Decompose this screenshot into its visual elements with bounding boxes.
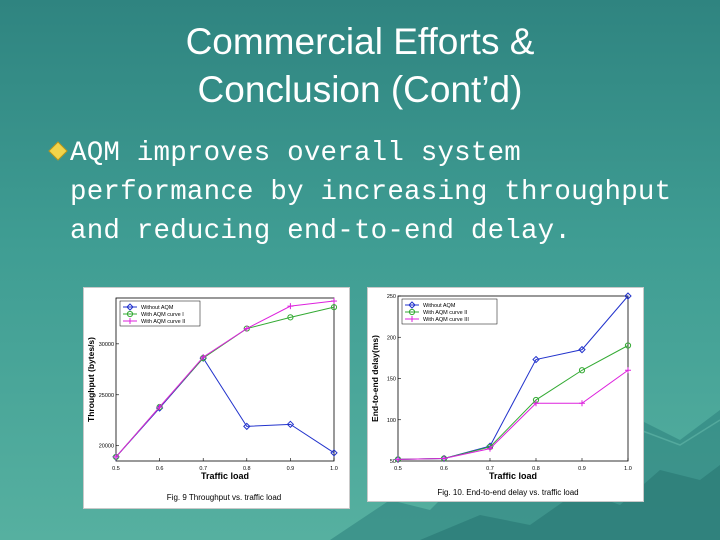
circle-marker (408, 308, 416, 316)
diamond-marker (126, 303, 134, 311)
diamond-marker (408, 301, 416, 309)
throughput-figure: 0.5 0.6 0.7 0.8 0.9 1.0 20000 25000 30000 Traffic… (83, 287, 350, 509)
x-tick-label: 0.6 (156, 466, 164, 472)
circle-marker (578, 367, 586, 374)
x-tick-label: 0.8 (532, 466, 540, 472)
circle-marker (126, 310, 134, 318)
circle-marker (624, 342, 632, 349)
slide-title: Commercial Efforts & Conclusion (Cont’d) (0, 18, 720, 114)
y-axis-label: Throughput (bytes/s) (86, 337, 96, 422)
legend-entry: Without AQM (423, 303, 456, 309)
y-tick-label: 20000 (99, 444, 114, 450)
delay-chart: 0.5 0.6 0.7 0.8 0.9 1.0 50 100 150 200 250 Traffic … (370, 292, 632, 497)
legend-entry: With AQM curve I (141, 312, 184, 318)
diamond-marker (578, 345, 586, 354)
x-tick-label: 0.5 (394, 466, 402, 472)
x-tick-label: 0.9 (578, 466, 586, 472)
x-tick-label: 0.5 (112, 466, 120, 472)
x-tick-label: 1.0 (624, 466, 632, 472)
legend-entry: With AQM curve II (141, 319, 186, 325)
legend-entry: Without AQM (141, 305, 174, 311)
diamond-marker (532, 355, 540, 364)
circle-marker (287, 314, 294, 321)
title-line-2: Conclusion (Cont’d) (197, 69, 523, 110)
legend-entry: With AQM curve II (423, 310, 468, 316)
diamond-marker (330, 449, 338, 457)
y-axis-label: End-to-end delay(ms) (370, 335, 380, 422)
diamond-marker (286, 420, 295, 429)
series-line (397, 369, 629, 460)
x-axis-label: Traffic load (201, 471, 249, 481)
bullet-text: AQM improves overall system performance … (70, 138, 672, 247)
title-line-1: Commercial Efforts & (185, 21, 535, 62)
y-tick-label: 100 (387, 418, 396, 424)
y-tick-label: 25000 (99, 393, 114, 399)
y-tick-label: 200 (387, 335, 396, 341)
x-tick-label: 1.0 (330, 466, 338, 472)
series-line (115, 357, 335, 458)
y-tick-label: 50 (390, 459, 396, 465)
x-axis-label: Traffic load (489, 471, 537, 481)
y-tick-label: 30000 (99, 342, 114, 348)
delay-figure: 0.5 0.6 0.7 0.8 0.9 1.0 50 100 150 200 250 Traffic … (367, 287, 644, 502)
x-tick-label: 0.9 (287, 466, 295, 472)
figure-caption: Fig. 9 Throughput vs. traffic load (167, 493, 281, 502)
series-line (115, 300, 335, 458)
legend-entry: With AQM curve III (423, 317, 469, 323)
throughput-chart: 0.5 0.6 0.7 0.8 0.9 1.0 20000 25000 30000 Traffic… (86, 297, 338, 502)
circle-marker (330, 304, 338, 311)
diamond-marker (243, 422, 251, 431)
series-markers (113, 298, 337, 460)
diamond-marker (624, 292, 632, 300)
series-markers (395, 367, 631, 463)
x-tick-label: 0.7 (486, 466, 494, 472)
x-tick-label: 0.6 (440, 466, 448, 472)
y-tick-label: 150 (387, 377, 396, 383)
x-tick-label: 0.8 (243, 466, 251, 472)
y-tick-label: 250 (387, 294, 396, 300)
x-tick-label: 0.7 (199, 466, 207, 472)
figure-caption: Fig. 10. End-to-end delay vs. traffic lo… (437, 488, 578, 497)
